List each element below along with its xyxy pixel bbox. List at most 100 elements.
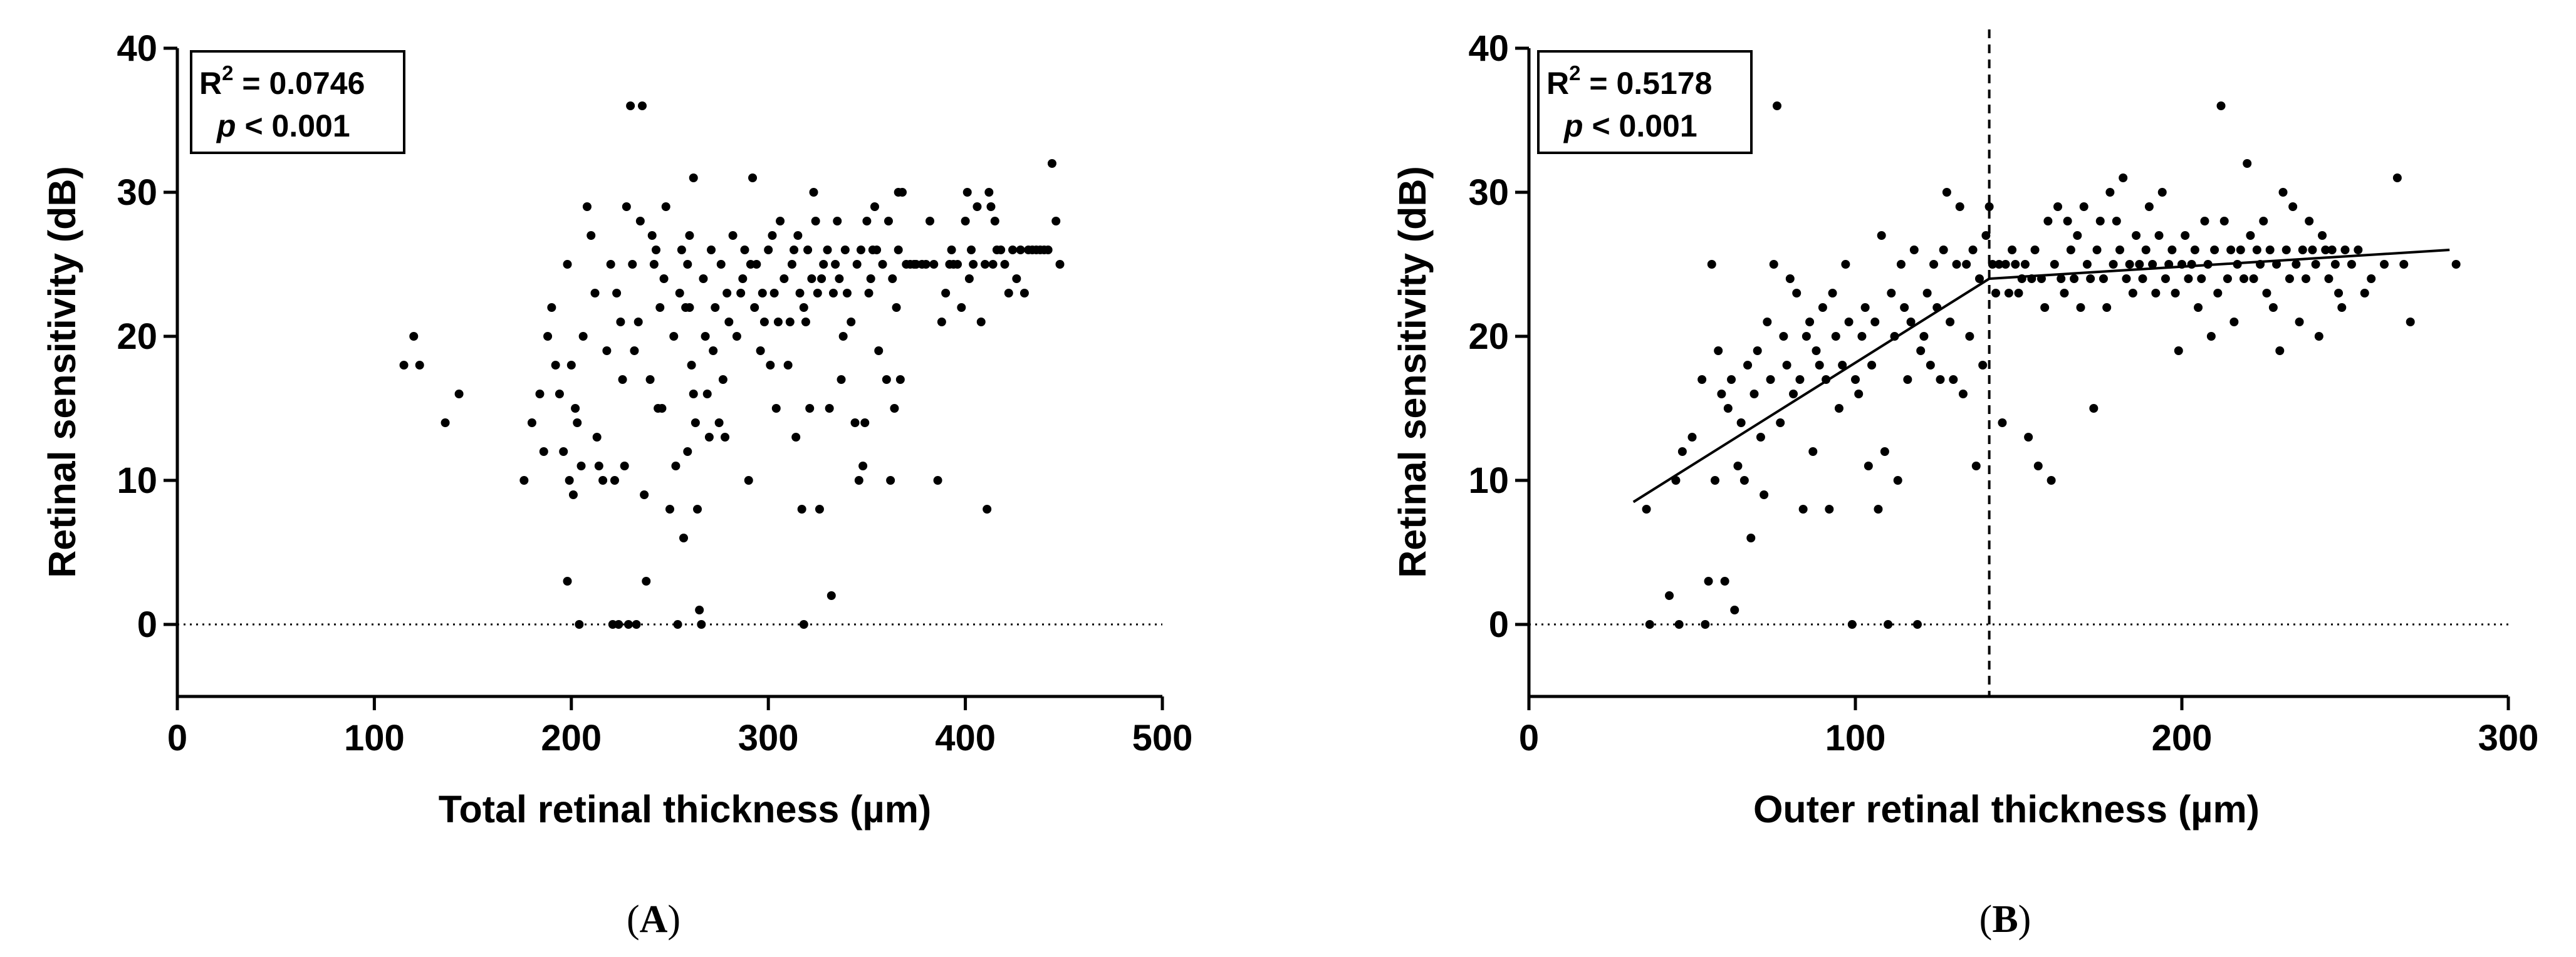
data-point-b <box>2281 246 2291 254</box>
data-point-b <box>2226 246 2236 254</box>
data-point-a <box>661 202 670 211</box>
data-point-b <box>1844 318 1854 326</box>
data-point-b <box>2095 217 2105 225</box>
data-point-b <box>2102 303 2112 312</box>
p-value-text-b: p < 0.001 <box>1563 108 1697 143</box>
data-point-a <box>683 447 692 456</box>
data-point-a <box>981 260 990 269</box>
data-point-b <box>2324 274 2334 283</box>
data-point-a <box>685 303 694 312</box>
data-point-a <box>1004 289 1013 297</box>
data-point-b <box>2151 289 2161 297</box>
data-point-a <box>813 289 822 297</box>
data-point-a <box>884 217 893 225</box>
data-point-a <box>689 390 698 398</box>
data-point-a <box>728 231 738 240</box>
x-axis-label-b: Outer retinal thickness (µm) <box>1753 788 2260 830</box>
data-point-a <box>721 433 730 442</box>
data-point-b <box>2070 274 2079 283</box>
data-point-a <box>592 433 602 442</box>
data-point-a <box>616 318 625 326</box>
data-point-a <box>882 375 891 384</box>
data-point-a <box>714 418 724 427</box>
data-point-b <box>1687 433 1697 442</box>
data-point-b <box>2308 246 2317 254</box>
data-point-a <box>815 505 824 514</box>
data-point-b <box>2311 260 2320 269</box>
data-point-a <box>722 289 732 297</box>
data-point-a <box>744 476 753 485</box>
x-tick-label-a: 400 <box>935 718 996 758</box>
data-point-b <box>1874 505 1883 514</box>
data-point-a <box>988 260 998 269</box>
data-point-a <box>833 217 842 225</box>
data-point-b <box>1760 490 1769 499</box>
data-point-a <box>750 303 759 312</box>
data-point-b <box>2066 246 2075 254</box>
data-point-b <box>1838 361 1847 370</box>
data-point-a <box>842 289 852 297</box>
data-point-b <box>2223 274 2232 283</box>
data-point-b <box>2243 159 2252 168</box>
data-point-b <box>2008 246 2017 254</box>
data-point-b <box>1756 433 1765 442</box>
y-tick-label-a: 10 <box>117 460 157 501</box>
data-point-a <box>838 332 848 341</box>
data-point-a <box>766 361 775 370</box>
data-point-a <box>669 332 679 341</box>
data-point-b <box>1730 606 1739 614</box>
r2-text-b: R2 = 0.5178 <box>1546 61 1712 101</box>
data-point-a <box>850 418 860 427</box>
data-point-b <box>2360 289 2369 297</box>
data-point-a <box>519 476 529 485</box>
data-point-a <box>535 390 545 398</box>
data-point-b <box>2200 217 2209 225</box>
data-point-a <box>1000 260 1009 269</box>
data-point-b <box>1936 375 1945 384</box>
data-point-a <box>793 231 803 240</box>
data-point-a <box>701 332 710 341</box>
data-point-b <box>2292 260 2301 269</box>
data-point-a <box>969 260 978 269</box>
data-point-a <box>890 404 899 413</box>
data-point-b <box>1991 289 2001 297</box>
data-point-a <box>1051 217 1061 225</box>
data-point-b <box>1772 101 1781 110</box>
data-point-a <box>1016 246 1025 254</box>
data-point-b <box>1909 246 1919 254</box>
data-point-b <box>1769 260 1778 269</box>
data-point-b <box>2138 274 2147 283</box>
data-point-b <box>2047 476 2056 485</box>
y-tick-label-b: 10 <box>1468 460 1509 501</box>
data-point-a <box>771 404 781 413</box>
data-point-b <box>1912 620 1922 629</box>
stats-box-b: R2 = 0.5178 p < 0.001 <box>1537 50 1753 154</box>
data-point-b <box>2229 318 2239 326</box>
data-point-b <box>2194 303 2203 312</box>
data-point-b <box>2278 188 2288 197</box>
data-point-a <box>683 260 692 269</box>
data-point-a <box>704 433 714 442</box>
data-point-a <box>953 260 962 269</box>
data-point-a <box>620 462 629 470</box>
data-point-b <box>1714 346 1723 355</box>
data-point-a <box>594 462 603 470</box>
data-point-b <box>2210 246 2219 254</box>
data-point-a <box>409 332 419 341</box>
data-point-a <box>582 202 592 211</box>
data-point-a <box>799 620 808 629</box>
data-point-a <box>888 274 897 283</box>
data-point-b <box>2399 260 2409 269</box>
data-point-a <box>642 577 651 586</box>
data-point-a <box>973 202 982 211</box>
data-point-b <box>2318 231 2327 240</box>
y-ticks-a: 0 10 20 30 40 <box>117 28 177 645</box>
data-point-b <box>2001 260 2010 269</box>
data-point-b <box>2122 274 2131 283</box>
data-point-a <box>947 246 956 254</box>
data-point-a <box>805 404 815 413</box>
data-point-a <box>909 260 919 269</box>
data-point-b <box>2184 274 2193 283</box>
data-point-a <box>565 476 574 485</box>
data-point-b <box>2086 274 2095 283</box>
